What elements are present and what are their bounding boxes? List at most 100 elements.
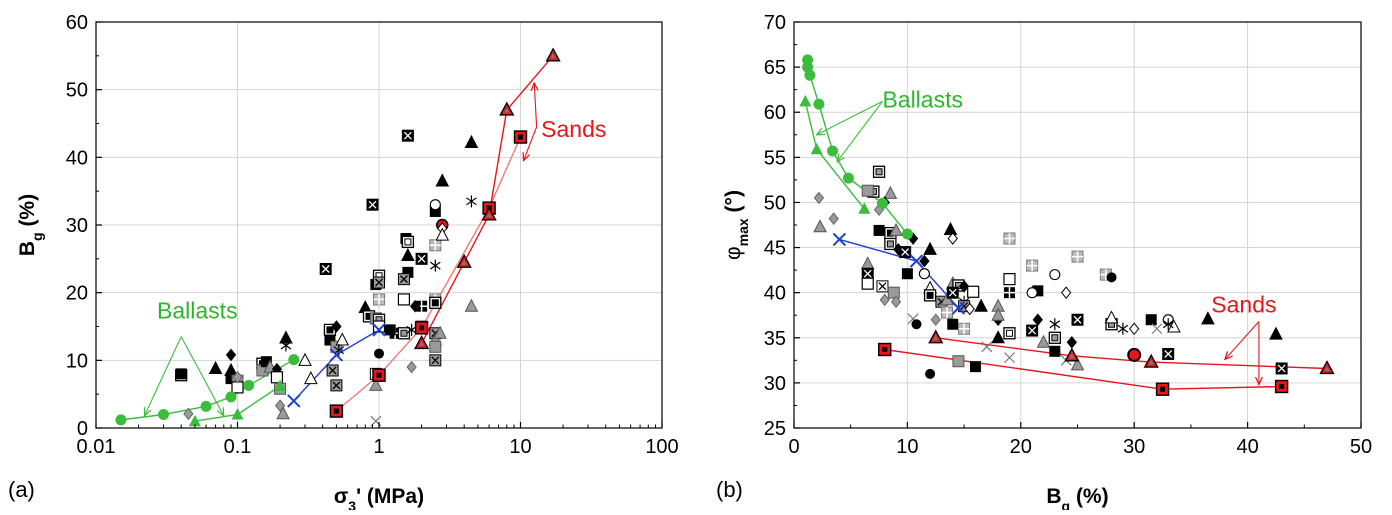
series-marker — [827, 145, 839, 157]
panel-label: (a) — [8, 477, 35, 502]
data-marker — [331, 320, 342, 333]
x-tick-label: 1 — [373, 436, 384, 458]
data-marker — [429, 205, 441, 217]
data-marker — [270, 371, 284, 384]
series-marker — [115, 414, 127, 426]
series-marker — [200, 400, 212, 412]
series-marker — [288, 354, 300, 366]
data-marker — [883, 185, 898, 199]
y-tick-label: 50 — [66, 80, 88, 102]
series-marker — [188, 414, 201, 427]
y-tick-label: 30 — [764, 373, 786, 395]
data-marker — [873, 224, 885, 236]
y-tick-label: 20 — [66, 283, 88, 305]
data-marker — [901, 268, 913, 280]
series-marker — [810, 142, 823, 155]
data-marker — [406, 360, 417, 374]
data-marker — [369, 377, 383, 391]
series-marker — [876, 197, 888, 209]
series-marker — [499, 101, 515, 116]
data-marker — [1061, 286, 1072, 299]
data-marker — [1145, 314, 1157, 326]
data-marker — [952, 355, 965, 368]
data-marker — [925, 368, 936, 379]
series-marker — [804, 69, 816, 81]
data-marker — [860, 256, 875, 270]
series-marker — [1064, 347, 1080, 362]
data-marker — [1106, 272, 1117, 283]
y-tick-label: 40 — [764, 283, 786, 305]
data-marker — [429, 340, 442, 353]
y-tick-label: 45 — [764, 238, 786, 260]
x-tick-label: 20 — [1010, 436, 1032, 458]
data-marker — [1026, 287, 1038, 299]
series-marker — [231, 407, 244, 420]
series-marker — [1319, 360, 1335, 375]
data-marker — [415, 252, 428, 265]
data-marker — [319, 262, 332, 275]
data-marker — [1049, 269, 1061, 281]
data-marker — [884, 237, 897, 251]
data-marker — [429, 259, 441, 272]
data-marker — [324, 334, 336, 346]
data-marker — [967, 285, 980, 298]
data-marker — [918, 268, 930, 280]
data-marker — [1003, 327, 1016, 340]
data-marker — [1104, 310, 1119, 324]
x-tick-label: 0 — [788, 436, 799, 458]
data-marker — [899, 246, 912, 259]
series-marker — [225, 391, 237, 403]
data-marker — [911, 319, 922, 330]
gridlines — [96, 21, 662, 429]
data-marker — [861, 184, 874, 197]
series-marker — [878, 342, 892, 357]
data-marker — [280, 339, 292, 352]
annotation-arrow — [817, 100, 883, 134]
data-marker — [947, 232, 958, 245]
annotation-arrow — [180, 336, 224, 416]
series-marker — [158, 408, 170, 420]
data-marker — [991, 307, 1005, 321]
y-tick-label: 0 — [77, 418, 88, 440]
data-marker — [232, 370, 243, 384]
data-marker — [941, 306, 954, 319]
data-marker — [1151, 323, 1163, 335]
series-marker — [909, 254, 924, 268]
data-marker — [373, 276, 385, 289]
data-marker — [930, 313, 941, 327]
data-marker — [260, 356, 272, 368]
data-marker — [958, 280, 970, 293]
data-marker — [1162, 348, 1175, 361]
data-marker — [1003, 232, 1016, 245]
data-marker — [981, 341, 993, 353]
data-marker — [401, 235, 415, 249]
data-marker — [402, 266, 414, 278]
data-marker — [372, 320, 386, 333]
series-marker — [372, 368, 386, 382]
series-line — [120, 359, 295, 421]
data-marker — [330, 379, 343, 392]
annotation-label: Sands — [541, 116, 606, 142]
x-tick-label: 0.1 — [224, 436, 252, 458]
series-marker — [842, 172, 854, 184]
data-marker — [208, 360, 223, 374]
data-marker — [1201, 311, 1215, 325]
data-marker — [429, 199, 441, 211]
annotation-label: Ballasts — [882, 87, 963, 113]
data-marker — [947, 318, 959, 330]
data-marker — [889, 222, 903, 236]
series-marker — [513, 130, 528, 144]
y-tick-label: 60 — [66, 12, 88, 34]
series-marker — [813, 98, 825, 110]
data-marker — [1003, 287, 1015, 299]
data-marker — [1026, 324, 1039, 337]
data-marker — [435, 227, 450, 241]
x-tick-label: 10 — [896, 436, 918, 458]
x-axis-label: Bg (%) — [1046, 485, 1108, 510]
y-tick-label: 10 — [66, 350, 88, 372]
data-marker — [940, 292, 954, 306]
series-marker — [481, 206, 497, 221]
annotation-arrow — [144, 336, 182, 416]
data-marker — [876, 280, 889, 293]
